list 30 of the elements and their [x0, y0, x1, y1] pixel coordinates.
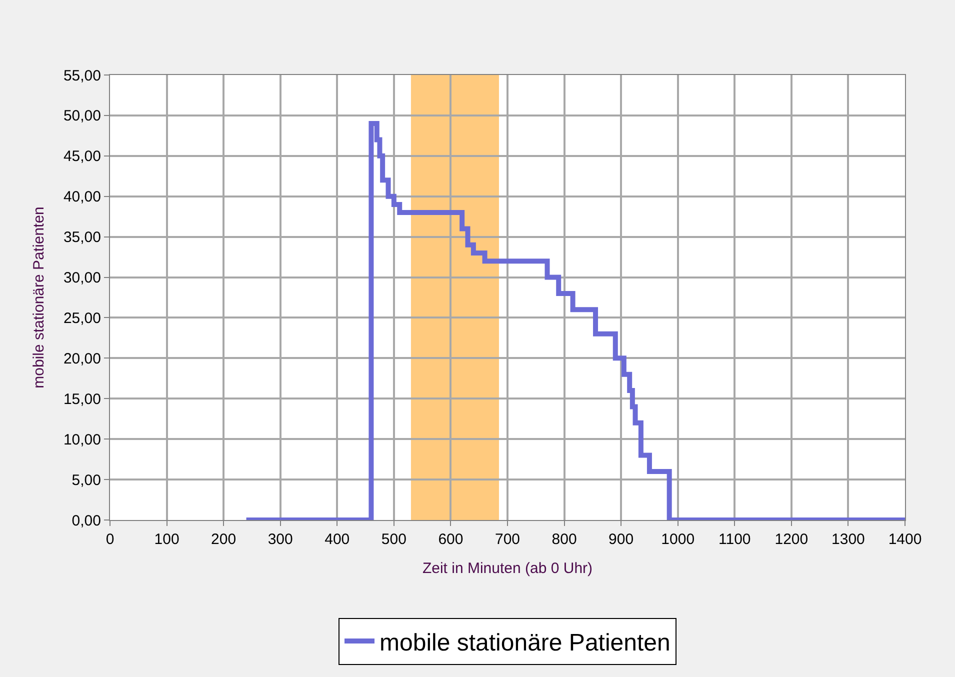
- y-tick-label: 35,00: [63, 229, 101, 246]
- y-tick-label: 0,00: [72, 512, 101, 530]
- y-tick-label: 15,00: [63, 390, 101, 408]
- y-tick-label: 30,00: [63, 270, 101, 287]
- y-tick-label: 20,00: [63, 350, 101, 368]
- x-axis-title: Zeit in Minuten (ab 0 Uhr): [422, 560, 593, 577]
- legend-label: mobile stationäre Patienten: [380, 629, 670, 656]
- y-tick-label: 45,00: [63, 148, 101, 166]
- x-tick-label: 500: [381, 531, 406, 548]
- y-tick-label: 50,00: [63, 108, 101, 125]
- y-tick-label: 55,00: [63, 67, 101, 84]
- y-tick-label: 25,00: [63, 310, 101, 327]
- x-tick-label: 400: [324, 531, 350, 548]
- x-tick-label: 1200: [774, 531, 808, 548]
- y-tick-label: 10,00: [63, 431, 101, 448]
- x-tick-label: 600: [438, 531, 464, 548]
- x-tick-label: 900: [608, 531, 634, 548]
- y-tick-label: 5,00: [72, 472, 101, 489]
- x-tick-label: 1300: [832, 531, 865, 548]
- x-tick-label: 200: [211, 531, 236, 548]
- y-axis-title: mobile stationäre Patienten: [30, 206, 48, 388]
- x-tick-label: 800: [552, 531, 577, 548]
- x-tick-label: 1400: [888, 531, 922, 548]
- x-tick-label: 700: [494, 531, 520, 548]
- x-tick-label: 300: [268, 531, 293, 548]
- x-tick-label: 0: [106, 531, 114, 548]
- x-tick-label: 1000: [661, 531, 695, 548]
- x-tick-label: 1100: [718, 531, 751, 548]
- y-tick-label: 40,00: [63, 188, 101, 206]
- x-tick-label: 100: [154, 531, 180, 548]
